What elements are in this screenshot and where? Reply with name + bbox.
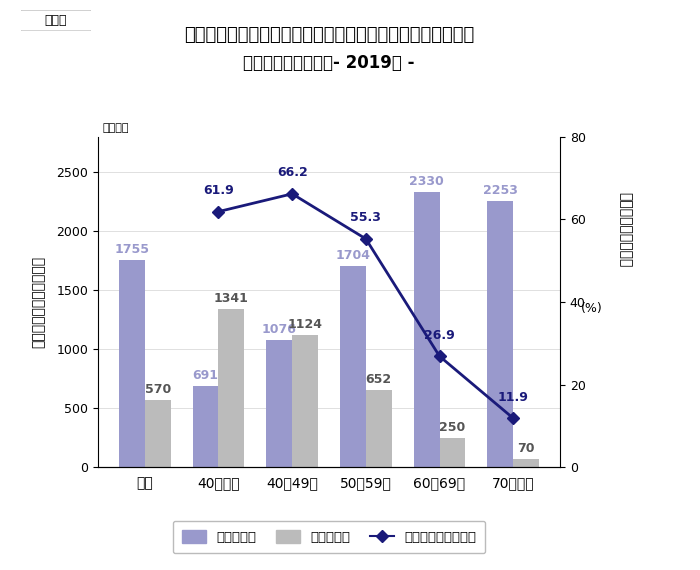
Bar	[513, 459, 539, 467]
Text: 250: 250	[440, 421, 466, 434]
Text: （二人以上の世帯）- 2019年 -: （二人以上の世帯）- 2019年 -	[244, 54, 414, 72]
FancyBboxPatch shape	[19, 10, 93, 31]
Text: 55.3: 55.3	[351, 211, 382, 225]
Text: 2330: 2330	[410, 175, 444, 188]
Text: 61.9: 61.9	[203, 184, 234, 197]
Bar	[340, 266, 366, 467]
Text: 11.9: 11.9	[498, 391, 528, 404]
Bar	[119, 260, 145, 467]
Text: 世帯主の年齢階級別貯蓄・負債現在高、負債保有世帯の割合: 世帯主の年齢階級別貯蓄・負債現在高、負債保有世帯の割合	[184, 26, 474, 44]
Legend: 貯蓄現在高, 負債現在高, 負債保有世帯の割合: 貯蓄現在高, 負債現在高, 負債保有世帯の割合	[172, 520, 486, 553]
Text: 2253: 2253	[483, 184, 518, 197]
Bar	[193, 386, 218, 467]
Text: （万円）: （万円）	[103, 124, 129, 133]
Text: 570: 570	[145, 383, 171, 396]
Text: 1341: 1341	[214, 292, 248, 305]
Text: 1704: 1704	[335, 249, 370, 262]
Text: 1076: 1076	[262, 323, 297, 336]
Text: 図表６: 図表６	[45, 14, 67, 27]
Text: 652: 652	[365, 373, 392, 386]
Y-axis label: 貯蓄現在高・負債現在高: 貯蓄現在高・負債現在高	[32, 256, 46, 348]
Bar	[487, 201, 513, 467]
Text: 691: 691	[193, 369, 218, 382]
Bar	[292, 335, 318, 467]
Bar	[366, 390, 391, 467]
Bar	[440, 438, 466, 467]
Bar	[145, 400, 171, 467]
Text: 1124: 1124	[288, 317, 323, 331]
Text: 26.9: 26.9	[424, 329, 455, 342]
Bar	[218, 309, 244, 467]
Text: 70: 70	[517, 442, 535, 455]
Text: 1755: 1755	[114, 243, 149, 256]
Bar	[267, 340, 292, 467]
Y-axis label: (%): (%)	[580, 302, 602, 315]
Text: 66.2: 66.2	[276, 166, 307, 180]
Bar	[414, 192, 440, 467]
Text: 負債保有世帯の割合: 負債保有世帯の割合	[617, 192, 631, 267]
